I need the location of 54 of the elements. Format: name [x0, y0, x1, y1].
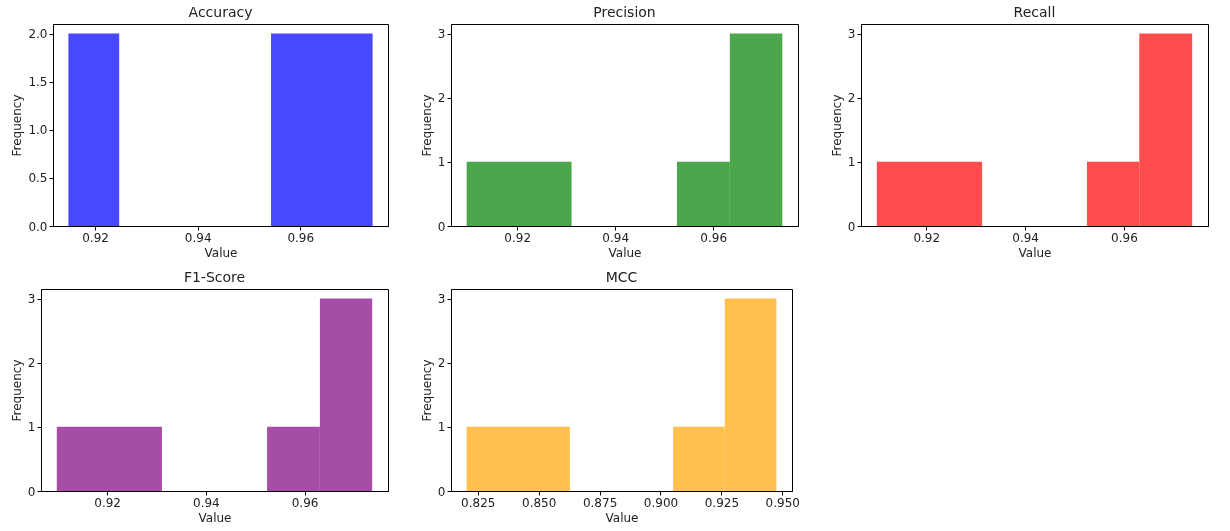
y-tick-label: 3 — [847, 27, 856, 42]
x-tick-label: 0.94 — [1012, 230, 1039, 245]
x-tick-label: 0.92 — [504, 230, 532, 245]
y-tick-label: 2.0 — [28, 27, 48, 42]
x-tick-label: 0.92 — [82, 230, 109, 245]
y-tick-label: 3 — [27, 292, 36, 307]
x-axis-title: Value — [204, 245, 238, 260]
y-tick-label: 0 — [437, 219, 446, 234]
y-axis-title: Frequency — [419, 359, 434, 422]
y-tick-label: 1 — [847, 155, 856, 170]
x-tick-label: 0.94 — [184, 230, 212, 245]
x-tick-label: 0.94 — [602, 230, 630, 245]
x-tick-label: 0.850 — [522, 495, 557, 510]
y-tick-label: 1 — [437, 155, 446, 170]
y-axis-title: Frequency — [10, 94, 25, 157]
x-tick-label: 0.96 — [287, 230, 315, 245]
y-tick-label: 0 — [437, 484, 446, 499]
x-tick-label: 0.92 — [913, 230, 941, 245]
x-tick-label: 0.94 — [193, 495, 220, 510]
chart-title: F1-Score — [183, 269, 246, 285]
y-tick-label: 2 — [847, 91, 856, 106]
x-tick-label: 0.96 — [700, 230, 728, 245]
x-axis-title: Value — [605, 510, 639, 525]
y-tick-label: 1 — [437, 420, 446, 435]
chart-title: MCC — [605, 269, 638, 285]
y-tick-label: 3 — [437, 27, 446, 42]
y-tick-label: 1.0 — [28, 123, 48, 138]
y-tick-label: 3 — [437, 292, 446, 307]
y-tick-label: 2 — [27, 356, 36, 371]
y-tick-label: 1.5 — [28, 75, 48, 90]
x-axis-title: Value — [198, 510, 232, 525]
x-axis-title: Value — [608, 245, 642, 260]
y-tick-label: 0.0 — [28, 219, 48, 234]
x-tick-label: 0.875 — [582, 495, 618, 510]
x-tick-label: 0.92 — [94, 495, 121, 510]
x-tick-label: 0.925 — [704, 495, 740, 510]
chart-title: Accuracy — [188, 4, 253, 20]
y-tick-label: 2 — [437, 356, 446, 371]
y-tick-label: 1 — [27, 420, 36, 435]
chart-title: Precision — [593, 4, 656, 20]
y-axis-title: Frequency — [9, 359, 24, 422]
y-axis-title: Frequency — [829, 94, 844, 157]
y-tick-label: 2 — [437, 91, 446, 106]
x-tick-label: 0.900 — [643, 495, 679, 510]
y-tick-label: 0.5 — [28, 171, 48, 186]
x-tick-label: 0.950 — [765, 495, 800, 510]
chart-title: Recall — [1013, 4, 1056, 20]
x-tick-label: 0.96 — [291, 495, 319, 510]
y-axis-title: Frequency — [419, 94, 434, 157]
x-tick-label: 0.825 — [461, 495, 496, 510]
y-tick-label: 0 — [847, 219, 856, 234]
y-tick-label: 0 — [27, 484, 36, 499]
x-axis-title: Value — [1018, 245, 1052, 260]
x-tick-label: 0.96 — [1111, 230, 1138, 245]
